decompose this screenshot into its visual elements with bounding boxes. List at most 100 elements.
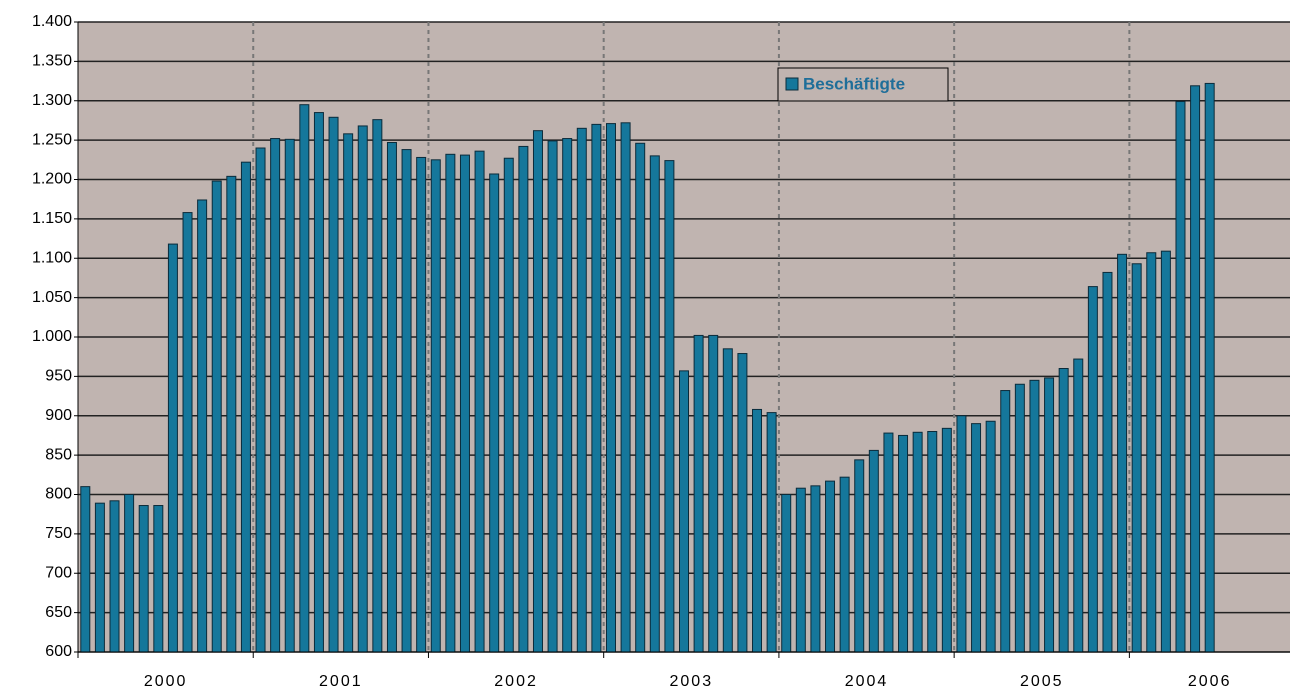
- bar: [1160, 250, 1171, 653]
- y-tick-label: 650: [45, 604, 72, 621]
- bar: [328, 116, 339, 653]
- bar: [1058, 368, 1069, 653]
- bar: [1117, 253, 1128, 653]
- bar: [766, 412, 777, 653]
- bar: [153, 505, 164, 653]
- bar: [1087, 286, 1098, 653]
- bar: [430, 159, 441, 653]
- y-tick-label: 900: [45, 407, 72, 424]
- x-group-label: 2006: [1188, 673, 1232, 690]
- x-group-label: 2000: [144, 673, 188, 690]
- bar: [708, 334, 719, 653]
- bar: [503, 157, 514, 653]
- bar: [1204, 82, 1215, 653]
- bar: [138, 505, 149, 653]
- bar: [459, 154, 470, 653]
- y-tick-label: 1.150: [32, 210, 72, 227]
- bar: [182, 212, 193, 653]
- bar: [94, 502, 105, 653]
- bar: [941, 427, 952, 653]
- bar: [357, 125, 368, 653]
- bar: [445, 153, 456, 653]
- bar: [562, 138, 573, 653]
- bar: [912, 431, 923, 653]
- bar: [226, 175, 237, 653]
- bar: [722, 348, 733, 653]
- bar: [605, 123, 616, 653]
- bar: [372, 119, 383, 653]
- bar: [737, 353, 748, 653]
- bar: [167, 243, 178, 653]
- bar: [795, 487, 806, 653]
- bar: [781, 494, 792, 653]
- bar: [868, 449, 879, 653]
- bar: [489, 173, 500, 653]
- bar: [284, 138, 295, 653]
- bar: [1102, 271, 1113, 653]
- bar: [109, 500, 120, 653]
- bar: [752, 408, 763, 653]
- y-tick-label: 950: [45, 368, 72, 385]
- y-tick-label: 1.100: [32, 249, 72, 266]
- y-tick-label: 750: [45, 525, 72, 542]
- bar: [80, 486, 91, 653]
- bar: [1175, 101, 1186, 653]
- bar: [971, 423, 982, 653]
- bar: [197, 199, 208, 653]
- bar: [518, 145, 529, 653]
- bar: [620, 122, 631, 653]
- x-group-label: 2001: [319, 673, 363, 690]
- x-group-label: 2004: [845, 673, 889, 690]
- bar: [343, 133, 354, 653]
- bar: [401, 149, 412, 653]
- bar: [927, 431, 938, 653]
- bar: [679, 370, 689, 653]
- bar: [810, 485, 821, 653]
- bar: [839, 476, 850, 653]
- bar: [386, 141, 397, 653]
- bar: [270, 138, 281, 653]
- y-tick-label: 1.200: [32, 171, 72, 188]
- x-group-label: 2002: [494, 673, 538, 690]
- y-tick-label: 600: [45, 643, 72, 660]
- y-tick-label: 1.050: [32, 289, 72, 306]
- bar: [532, 130, 543, 653]
- bar: [416, 156, 427, 653]
- y-tick-label: 800: [45, 486, 72, 503]
- bar: [1146, 252, 1157, 653]
- bar: [898, 434, 909, 653]
- y-tick-label: 1.250: [32, 131, 72, 148]
- bar: [635, 142, 646, 653]
- bar: [649, 155, 660, 653]
- bar: [883, 432, 894, 653]
- bar: [211, 180, 222, 653]
- legend-label: Beschäftigte: [803, 74, 905, 93]
- y-tick-label: 1.000: [32, 328, 72, 345]
- bar: [1044, 377, 1055, 653]
- y-tick-label: 1.350: [32, 53, 72, 70]
- bar: [1029, 379, 1040, 653]
- bar: [664, 160, 675, 653]
- bar: [255, 147, 266, 653]
- bar: [299, 104, 310, 653]
- bar: [313, 112, 324, 653]
- legend-box: [777, 67, 949, 102]
- bar: [854, 459, 865, 653]
- x-group-label: 2005: [1020, 673, 1064, 690]
- bar: [474, 150, 485, 653]
- bar: [1073, 358, 1084, 653]
- bar: [576, 127, 587, 653]
- bar: [547, 140, 558, 653]
- x-group-label: 2003: [670, 673, 714, 690]
- legend-swatch: [785, 77, 799, 91]
- bar: [956, 415, 967, 653]
- y-tick-label: 1.400: [32, 13, 72, 30]
- bar: [693, 334, 704, 653]
- y-tick-label: 1.300: [32, 92, 72, 109]
- bar: [1131, 263, 1142, 653]
- y-tick-label: 850: [45, 446, 72, 463]
- bar: [124, 494, 135, 653]
- y-tick-label: 700: [45, 564, 72, 581]
- bar: [1000, 390, 1011, 653]
